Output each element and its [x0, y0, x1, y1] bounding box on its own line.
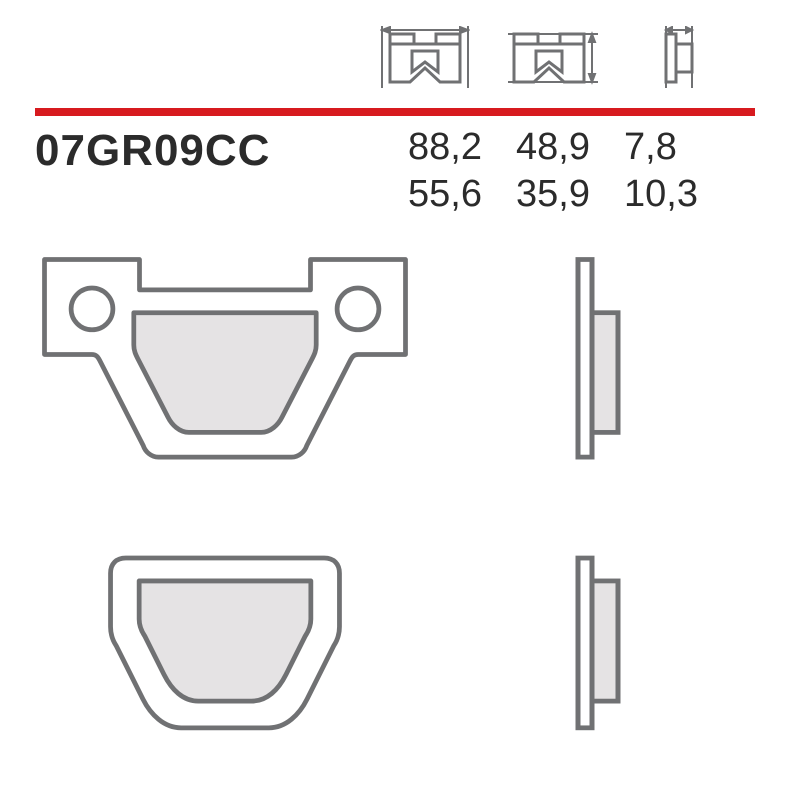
dim-row1-height: 48,9 — [516, 126, 624, 169]
pad-front-views — [35, 250, 415, 744]
dim-icon-width — [380, 26, 470, 93]
dim-row1-width: 88,2 — [408, 126, 516, 169]
part-number: 07GR09CC — [35, 126, 270, 176]
header-dimension-icons — [380, 26, 726, 93]
spec-sheet-canvas: 07GR09CC 88,2 48,9 7,8 55,6 35,9 10,3 — [0, 0, 800, 800]
pad-side-views — [570, 250, 640, 744]
divider-rule — [35, 108, 755, 116]
dimension-table: 88,2 48,9 7,8 55,6 35,9 10,3 — [408, 126, 704, 216]
brake-pad-diagram — [35, 250, 415, 739]
dim-icon-height — [508, 26, 598, 93]
dim-row2-width: 55,6 — [408, 173, 516, 216]
dim-row2-height: 35,9 — [516, 173, 624, 216]
dim-icon-thickness — [636, 26, 726, 93]
dim-row2-thick: 10,3 — [624, 173, 704, 216]
dim-row1-thick: 7,8 — [624, 126, 704, 169]
brake-pad-side-diagram — [570, 250, 640, 739]
